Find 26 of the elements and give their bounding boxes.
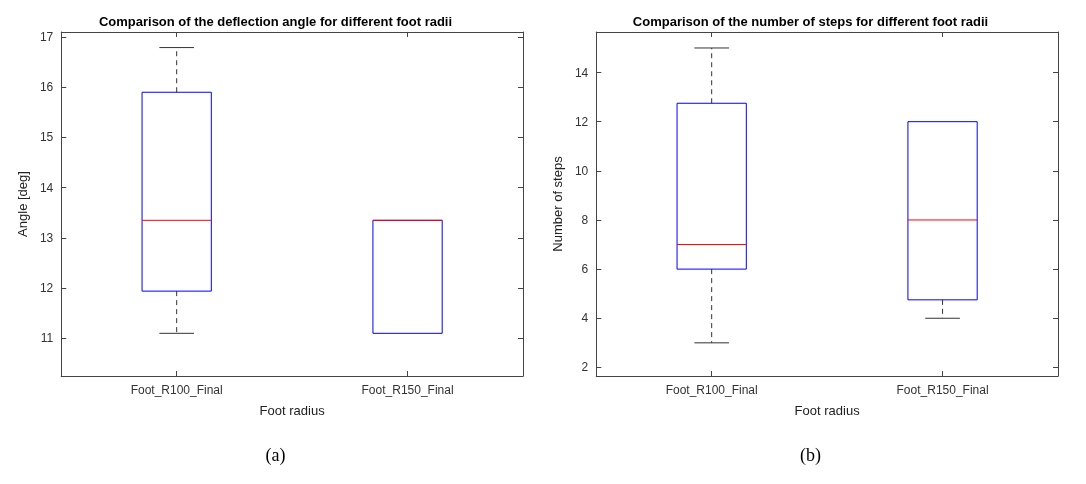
x-tick-label: Foot_R100_Final bbox=[130, 383, 223, 397]
chart-title: Comparison of the number of steps for different foot radii bbox=[632, 14, 989, 29]
x-axis-title: Foot radius bbox=[794, 403, 861, 418]
y-tick-label: 12 bbox=[574, 114, 589, 129]
y-tick-label: 16 bbox=[39, 80, 54, 95]
x-axis-title: Foot radius bbox=[259, 403, 326, 418]
y-tick-label: 12 bbox=[39, 281, 54, 296]
y-tick-label: 17 bbox=[39, 30, 54, 45]
y-axis-title: Number of steps bbox=[550, 155, 565, 252]
text: (b) bbox=[800, 445, 822, 466]
y-tick-label: 14 bbox=[574, 65, 589, 80]
y-tick-label: 8 bbox=[581, 212, 589, 227]
x-tick-label: Foot_R150_Final bbox=[361, 383, 454, 397]
y-tick-label: 11 bbox=[40, 331, 54, 346]
y-tick-label: 2 bbox=[581, 360, 589, 375]
y-tick-label: 10 bbox=[574, 163, 589, 178]
text: (a) bbox=[265, 445, 286, 466]
y-tick-label: 6 bbox=[581, 262, 589, 277]
x-tick-label: Foot_R100_Final bbox=[665, 383, 758, 397]
y-axis-title: Angle [deg] bbox=[15, 171, 30, 237]
chart-title: Comparison of the deflection angle for different foot radii bbox=[98, 14, 453, 29]
x-tick-label: Foot_R150_Final bbox=[896, 383, 989, 397]
y-tick-label: 4 bbox=[581, 311, 589, 326]
y-tick-label: 14 bbox=[39, 180, 54, 195]
y-tick-label: 15 bbox=[39, 130, 54, 145]
y-tick-label: 13 bbox=[39, 230, 54, 245]
